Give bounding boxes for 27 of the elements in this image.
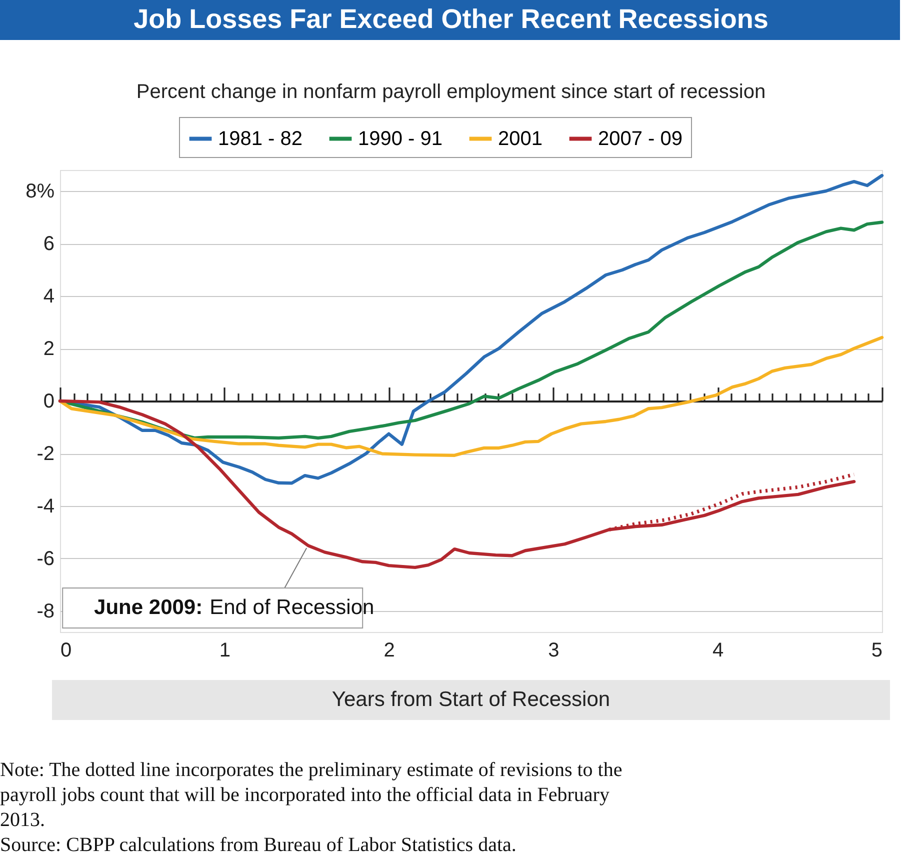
line-series [58, 336, 884, 457]
x-tick-label: 3 [548, 640, 560, 662]
legend-label: 1990 - 91 [358, 128, 443, 150]
y-tick-label: 4 [43, 286, 54, 308]
x-tick-label: 4 [712, 640, 724, 662]
legend-label: 2007 - 09 [598, 128, 683, 150]
y-tick-label: -8 [36, 600, 54, 622]
legend-label: 2001 [498, 128, 542, 150]
line-series [58, 399, 856, 570]
y-tick-label: -2 [36, 443, 54, 465]
x-tick-label: 1 [219, 640, 230, 662]
x-tick-label: 0 [60, 640, 72, 662]
x-tick-label: 5 [871, 640, 882, 662]
y-tick-label: -6 [36, 548, 54, 570]
text: Note: The dotted line incorporates the preliminary estimate of revisions to the payroll jobs count that will be incorporated into the official data in February 2013. [0, 759, 622, 831]
y-tick-label: -4 [36, 496, 54, 518]
legend-label: 1981 - 82 [218, 128, 303, 150]
chart-title: Job Losses Far Exceed Other Recent Recessions [134, 4, 768, 34]
x-tick-label: 2 [384, 640, 395, 662]
y-tick-label: 2 [43, 338, 54, 360]
chart-subtitle: Percent change in nonfarm payroll employment since start of recession [136, 81, 766, 103]
annotation: June 2009: End of Recession [94, 596, 374, 619]
source-note: Source: CBPP calculations from Bureau of Labor Statistics data. [0, 834, 516, 856]
y-tick-label: 6 [43, 233, 54, 255]
x-axis-title: Years from Start of Recession [332, 688, 610, 711]
y-tick-label: 0 [43, 390, 54, 412]
y-tick-label: 8% [26, 180, 55, 202]
